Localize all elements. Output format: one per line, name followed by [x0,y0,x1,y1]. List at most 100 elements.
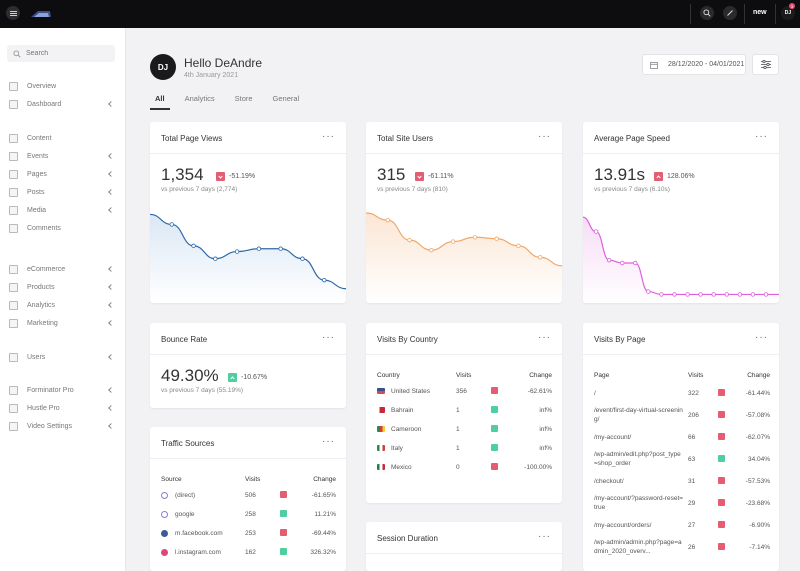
page-path[interactable]: /checkout/ [594,477,624,485]
chart-point[interactable] [450,239,456,244]
analytics-icon [9,300,18,310]
user-avatar: DJ [150,54,176,80]
chart-point[interactable] [750,292,756,297]
sidebar-item-products[interactable]: Products [9,281,115,293]
divider [366,553,562,554]
more-icon[interactable]: ··· [322,131,335,142]
page-path[interactable]: /my-account/orders/ [594,521,652,529]
chart-point[interactable] [169,222,174,227]
page-views-chart [150,213,346,303]
change-value: -6.90% [749,521,770,529]
chart-point[interactable] [606,257,612,263]
more-icon[interactable]: ··· [538,531,551,542]
users-icon [9,352,18,362]
chart-point[interactable] [407,237,412,243]
chart-point[interactable] [659,292,664,297]
chart-point[interactable] [516,243,521,249]
more-icon[interactable]: ··· [322,332,335,343]
tab-analytics[interactable]: Analytics [184,94,215,103]
more-icon[interactable]: ··· [755,131,768,142]
chart-point[interactable] [633,260,638,266]
chart-point[interactable] [538,255,543,260]
chart-point[interactable] [672,292,677,297]
chart-point[interactable] [429,247,434,253]
chevron-left-icon [108,189,114,195]
more-icon[interactable]: ··· [538,332,551,343]
change-value: inf% [539,407,552,414]
trend-down-icon [491,463,498,470]
card-title: Total Page Views [161,134,223,143]
more-icon[interactable]: ··· [755,332,768,343]
page-path[interactable]: /event/first-day-virtual-screening/ [594,407,683,423]
sidebar-item-media[interactable]: Media [9,204,115,216]
sidebar-item-analytics[interactable]: Analytics [9,299,115,311]
sidebar-item-label: Posts [27,188,45,196]
sidebar-item-content[interactable]: Content [9,132,115,144]
country-name: Italy [391,445,403,452]
sidebar-item-ecommerce[interactable]: eCommerce [9,263,115,275]
visits-value: 27 [688,521,696,529]
filter-button[interactable] [752,54,779,75]
sidebar-item-overview[interactable]: Overview [9,80,115,92]
edit-icon[interactable] [723,6,737,20]
chart-point[interactable] [646,289,651,294]
sidebar-item-posts[interactable]: Posts [9,186,115,198]
ecommerce-icon [9,264,18,274]
page-path[interactable]: / [594,389,596,397]
chart-point[interactable] [256,246,262,251]
chevron-left-icon [108,423,114,429]
notification-badge[interactable]: 3 [789,3,795,9]
chart-point[interactable] [278,246,283,251]
sidebar-item-users[interactable]: Users [9,351,115,363]
page-path[interactable]: /wp-admin/admin.php?page=admin_2020_over… [594,539,682,555]
search-input[interactable] [26,50,111,57]
tab-general[interactable]: General [272,94,300,103]
chart-point[interactable] [685,292,690,297]
stat-change: 128.06% [654,172,695,181]
date-range-picker[interactable]: 28/12/2020 - 04/01/2021 [642,54,746,75]
sidebar-item-video-settings[interactable]: Video Settings [9,420,115,432]
chart-point[interactable] [737,292,742,297]
chart-point[interactable] [593,229,599,234]
more-icon[interactable]: ··· [538,131,551,142]
chart-point[interactable] [494,236,499,241]
chart-point[interactable] [763,292,769,297]
sidebar-item-dashboard[interactable]: Dashboard [9,98,115,110]
chart-point[interactable] [234,249,240,254]
column-header: Change [747,371,770,379]
tab-store[interactable]: Store [234,94,253,103]
chart-point[interactable] [472,235,478,240]
sidebar-item-hustle-pro[interactable]: Hustle Pro [9,402,115,414]
sidebar-item-comments[interactable]: Comments [9,222,115,234]
change-value: -62.61% [527,388,552,395]
comparison-text: vs previous 7 days (6.10s) [594,186,670,193]
sidebar-item-forminator-pro[interactable]: Forminator Pro [9,384,115,396]
search-icon[interactable] [700,6,714,20]
chart-point[interactable] [385,217,390,223]
chart-point[interactable] [698,292,703,297]
chart-point[interactable] [213,256,218,261]
page-path[interactable]: /my-account/ [594,433,632,441]
user-avatar[interactable]: DJ [781,6,795,20]
chart-point[interactable] [191,243,196,249]
tab-all[interactable]: All [150,92,170,110]
new-button[interactable]: new [753,9,767,16]
chart-point[interactable] [711,292,716,297]
chart-point[interactable] [322,277,327,283]
logo[interactable] [30,8,52,20]
chart-point[interactable] [300,256,305,261]
trend-down-icon [718,410,725,418]
chart-point[interactable] [620,260,625,266]
sidebar-item-events[interactable]: Events [9,150,115,162]
trend-down-icon [718,476,725,484]
page-path[interactable]: /my-account/?password-reset=true [594,495,684,511]
sidebar-item-pages[interactable]: Pages [9,168,115,180]
country-name: Mexico [391,464,412,471]
sidebar-item-marketing[interactable]: Marketing [9,317,115,329]
more-icon[interactable]: ··· [322,436,335,447]
page-path[interactable]: /wp-admin/edit.php?post_type=shop_order [594,451,681,467]
sidebar-search[interactable] [7,45,115,62]
chart-point[interactable] [724,292,729,297]
direct-icon [161,491,168,499]
menu-icon[interactable] [6,6,20,20]
